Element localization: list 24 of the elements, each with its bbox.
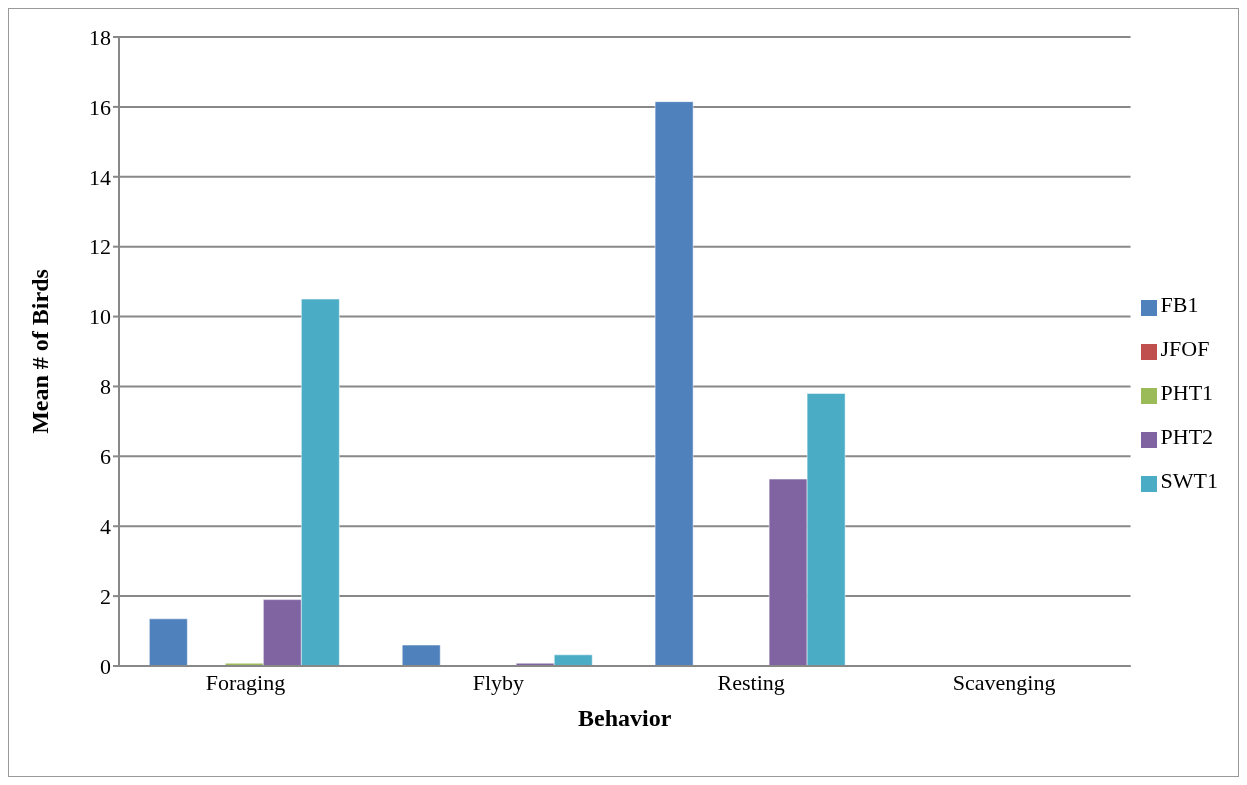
- y-tick-label: 0: [100, 653, 111, 679]
- x-tick-label: Scavenging: [952, 669, 1056, 695]
- y-tick-label: 8: [100, 374, 111, 400]
- x-tick-label: Flyby: [472, 669, 525, 695]
- x-tick-label: Foraging: [205, 669, 286, 695]
- y-axis-title: Mean # of Birds: [26, 269, 53, 434]
- y-tick-label: 4: [100, 514, 111, 540]
- bar: [401, 644, 441, 666]
- y-tick-label: 6: [100, 444, 111, 470]
- legend-label: SWT1: [1160, 467, 1218, 493]
- y-tick-label: 12: [89, 234, 111, 260]
- x-tick-label: Resting: [717, 669, 785, 695]
- y-tick-label: 18: [89, 24, 111, 50]
- legend-label: JFOF: [1160, 335, 1210, 361]
- y-tick-label: 2: [100, 583, 111, 609]
- y-tick-label: 14: [89, 164, 111, 190]
- bar: [149, 618, 188, 666]
- legend-label: PHT2: [1160, 423, 1214, 449]
- legend-label: PHT1: [1160, 379, 1214, 405]
- bar: [654, 101, 694, 666]
- legend-label: FB1: [1160, 291, 1199, 317]
- y-tick-label: 10: [89, 304, 111, 330]
- x-axis-title: Behavior: [578, 705, 672, 731]
- y-tick-label: 16: [89, 94, 111, 120]
